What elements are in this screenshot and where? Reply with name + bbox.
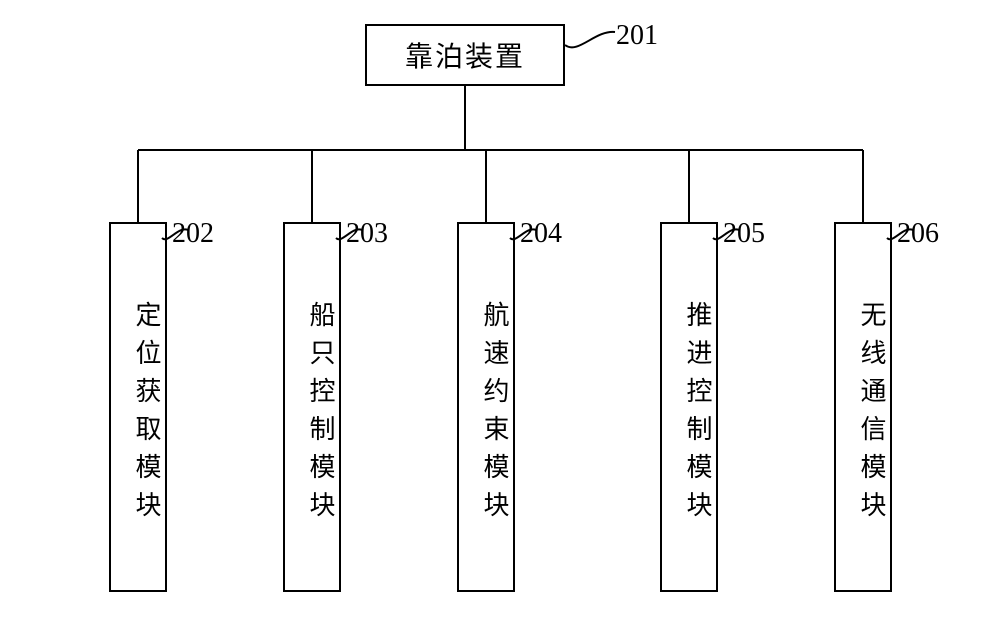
child-node-3-text: 航速约束模块 bbox=[476, 301, 513, 529]
child-node-4: 推进控制模块 bbox=[660, 222, 718, 592]
child-node-3: 航速约束模块 bbox=[457, 222, 515, 592]
child-node-2-text: 船只控制模块 bbox=[302, 301, 339, 529]
child-node-1: 定位获取模块 bbox=[109, 222, 167, 592]
ref-label-1: 202 bbox=[172, 218, 214, 250]
ref-label-4: 205 bbox=[723, 218, 765, 250]
root-node-text: 靠泊装置 bbox=[405, 35, 525, 75]
diagram-root: 靠泊装置 201 定位获取模块 202 船只控制模块 203 航速约束模块 20… bbox=[0, 0, 1000, 623]
child-node-1-text: 定位获取模块 bbox=[128, 301, 165, 529]
ref-label-root: 201 bbox=[616, 20, 658, 52]
child-node-5-text: 无线通信模块 bbox=[853, 301, 890, 529]
ref-label-3: 204 bbox=[520, 218, 562, 250]
child-node-5: 无线通信模块 bbox=[834, 222, 892, 592]
ref-label-2: 203 bbox=[346, 218, 388, 250]
child-node-4-text: 推进控制模块 bbox=[679, 301, 716, 529]
child-node-2: 船只控制模块 bbox=[283, 222, 341, 592]
ref-label-5: 206 bbox=[897, 218, 939, 250]
root-node: 靠泊装置 bbox=[365, 24, 565, 86]
